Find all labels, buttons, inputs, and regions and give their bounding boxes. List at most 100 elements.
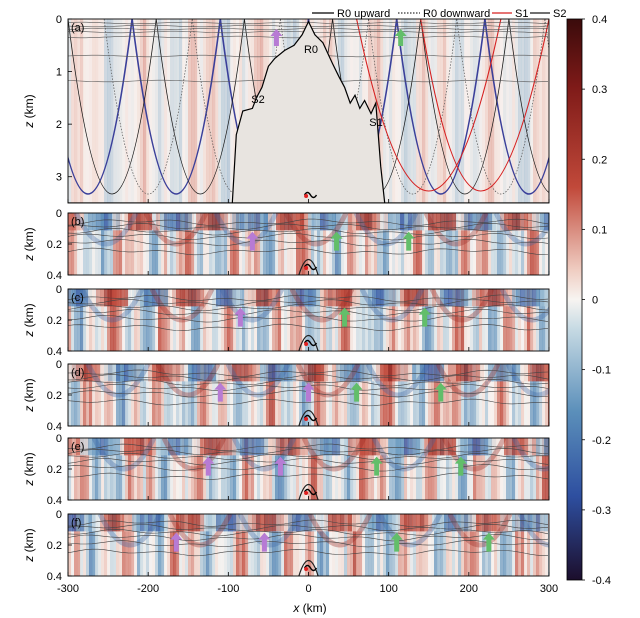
colorbar-tick: 0 (582, 295, 598, 307)
y-axis-label-d: z (km) (22, 378, 36, 412)
ridge-outline (298, 409, 319, 426)
svg-text:0.4: 0.4 (592, 14, 607, 26)
colorbar-tick: -0.4 (582, 575, 611, 587)
y-tick: 0.2 (47, 315, 72, 327)
svg-text:0.4: 0.4 (47, 421, 62, 433)
y-tick: 0.2 (47, 239, 72, 251)
purple-arrow (274, 456, 287, 476)
panel-c: 0 0.2 0.4 (47, 284, 550, 358)
green-arrow (434, 382, 447, 402)
y-tick: 0.2 (47, 540, 72, 552)
panel-label-c: (c) (71, 292, 84, 304)
ridge-outline (298, 559, 319, 576)
source-marker (303, 414, 318, 422)
svg-text:0.2: 0.2 (47, 390, 62, 402)
purple-arrow (202, 456, 215, 476)
topography (68, 20, 549, 203)
colorbar-tick: 0.3 (582, 84, 607, 96)
svg-text:-0.1: -0.1 (592, 365, 611, 377)
svg-text:0.4: 0.4 (47, 270, 62, 282)
svg-text:z (km): z (km) (22, 227, 36, 261)
x-tick-label: -300 (57, 583, 79, 595)
svg-text:x (km): x (km) (292, 601, 326, 615)
isopycnals (68, 443, 549, 480)
x-tick-label: -100 (217, 583, 239, 595)
x-tick-label: -200 (137, 583, 159, 595)
y-tick: 0.4 (47, 421, 72, 433)
green-arrow (402, 231, 415, 251)
source-marker (303, 263, 318, 271)
x-axis-label: x (km) (292, 601, 326, 615)
panel-d: 0 0.2 0.4 (47, 359, 550, 433)
x-tick-label: 300 (540, 583, 558, 595)
panel-a-annotations: R0 S2 S1 (251, 44, 382, 129)
green-arrow (394, 29, 407, 46)
field-stripes (68, 438, 549, 500)
purple-arrow (214, 382, 227, 402)
y-axis-label-b: z (km) (22, 227, 36, 261)
legend: R0 upward R0 downward S1 S2 (312, 8, 566, 20)
ridge-outline (298, 483, 319, 500)
beam-features (91, 438, 549, 472)
svg-text:-0.4: -0.4 (592, 575, 611, 587)
svg-text:0.1: 0.1 (592, 224, 607, 236)
legend-entry-r0-downward: R0 downward (423, 8, 490, 20)
colorbar-tick: 0.4 (582, 14, 607, 26)
colorbar-tick: -0.3 (582, 505, 611, 517)
svg-text:z (km): z (km) (22, 94, 36, 128)
svg-text:0.2: 0.2 (47, 540, 62, 552)
y-tick: 0 (56, 509, 72, 521)
green-arrow (370, 456, 383, 476)
isopycnals (68, 294, 549, 332)
svg-text:0.2: 0.2 (47, 464, 62, 476)
svg-text:0: 0 (56, 284, 62, 296)
y-tick: 0.4 (47, 571, 72, 583)
svg-text:z (km): z (km) (22, 452, 36, 486)
field-stripes (68, 213, 549, 275)
panel-a: 0 1 2 3 (56, 14, 550, 204)
isopycnals (68, 519, 549, 557)
annotation-s2: S2 (251, 94, 264, 106)
svg-text:1: 1 (56, 67, 62, 79)
svg-text:0: 0 (56, 359, 62, 371)
green-arrow (390, 532, 403, 552)
y-tick: 0 (56, 433, 72, 445)
source-marker (303, 564, 318, 572)
legend-entry-s1: S1 (515, 8, 528, 20)
svg-text:0.4: 0.4 (47, 346, 62, 358)
colorbar-tick: 0.1 (582, 224, 607, 236)
svg-text:-0.3: -0.3 (592, 505, 611, 517)
purple-arrow (270, 29, 283, 46)
y-tick: 0 (56, 208, 72, 220)
purple-arrow (302, 382, 315, 402)
source-marker (303, 339, 318, 347)
x-tick-label: 0 (305, 583, 311, 595)
svg-text:3: 3 (56, 172, 62, 184)
y-axis-label-c: z (km) (22, 303, 36, 337)
y-tick: 0 (56, 14, 72, 26)
svg-text:-0.2: -0.2 (592, 435, 611, 447)
panel-label-d: (d) (71, 367, 84, 379)
source-marker (303, 191, 318, 199)
isopycnals (68, 218, 549, 256)
y-tick: 0 (56, 359, 72, 371)
green-arrow (338, 307, 351, 327)
panel-label-e: (e) (71, 441, 84, 453)
source-marker (303, 488, 318, 496)
panel-b: 0 0.2 0.4 (47, 208, 550, 282)
panel-label-a: (a) (71, 22, 84, 34)
purple-arrow (234, 307, 247, 327)
svg-text:0.2: 0.2 (592, 154, 607, 166)
svg-text:z (km): z (km) (22, 303, 36, 337)
svg-text:z (km): z (km) (22, 528, 36, 562)
colorbar-tick: -0.1 (582, 365, 611, 377)
y-tick: 0.4 (47, 346, 72, 358)
green-arrow (330, 231, 343, 251)
ridge-outline (298, 258, 319, 275)
y-tick: 3 (56, 172, 72, 184)
svg-text:0.2: 0.2 (47, 239, 62, 251)
panel-label-f: (f) (71, 517, 81, 529)
svg-text:0.4: 0.4 (47, 495, 62, 507)
y-axis-label-a: z (km) (22, 94, 36, 128)
